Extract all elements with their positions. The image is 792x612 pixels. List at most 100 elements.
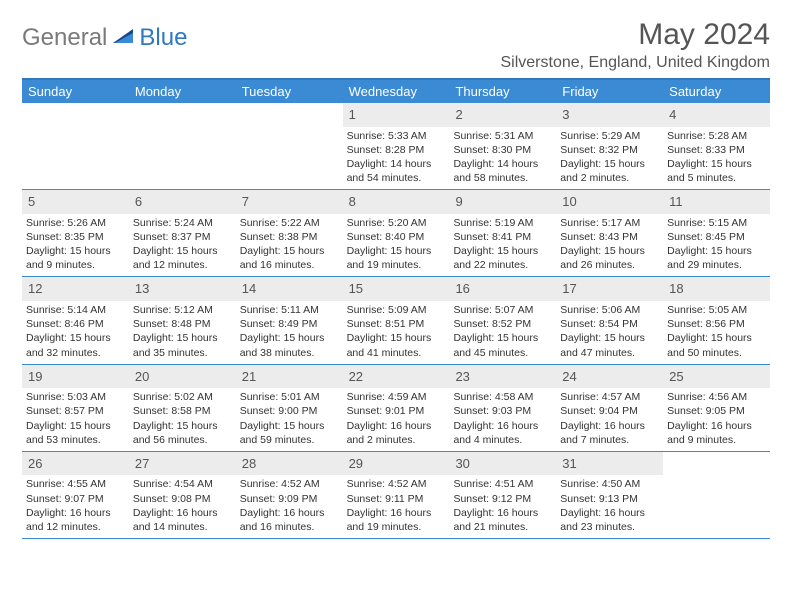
calendar-cell: 24Sunrise: 4:57 AMSunset: 9:04 PMDayligh… <box>556 365 663 451</box>
sunset-text: Sunset: 8:38 PM <box>240 230 339 244</box>
day-details: Sunrise: 5:20 AMSunset: 8:40 PMDaylight:… <box>343 214 450 277</box>
day-details: Sunrise: 4:54 AMSunset: 9:08 PMDaylight:… <box>129 475 236 538</box>
day-header-cell: Wednesday <box>343 80 450 103</box>
day-number: 2 <box>449 103 556 127</box>
sunrise-text: Sunrise: 4:59 AM <box>347 390 446 404</box>
daylight-text: Daylight: 15 hours and 26 minutes. <box>560 244 659 272</box>
calendar-cell: 5Sunrise: 5:26 AMSunset: 8:35 PMDaylight… <box>22 190 129 276</box>
sunset-text: Sunset: 9:12 PM <box>453 492 552 506</box>
daylight-text: Daylight: 15 hours and 50 minutes. <box>667 331 766 359</box>
sunrise-text: Sunrise: 5:06 AM <box>560 303 659 317</box>
sunrise-text: Sunrise: 5:02 AM <box>133 390 232 404</box>
sunset-text: Sunset: 9:11 PM <box>347 492 446 506</box>
sunrise-text: Sunrise: 5:07 AM <box>453 303 552 317</box>
daylight-text: Daylight: 16 hours and 14 minutes. <box>133 506 232 534</box>
calendar-cell: 23Sunrise: 4:58 AMSunset: 9:03 PMDayligh… <box>449 365 556 451</box>
sunset-text: Sunset: 8:58 PM <box>133 404 232 418</box>
daylight-text: Daylight: 15 hours and 32 minutes. <box>26 331 125 359</box>
calendar-cell <box>129 103 236 189</box>
daylight-text: Daylight: 15 hours and 5 minutes. <box>667 157 766 185</box>
daylight-text: Daylight: 15 hours and 41 minutes. <box>347 331 446 359</box>
sunset-text: Sunset: 8:46 PM <box>26 317 125 331</box>
calendar-cell <box>663 452 770 538</box>
sunset-text: Sunset: 8:37 PM <box>133 230 232 244</box>
sunrise-text: Sunrise: 5:31 AM <box>453 129 552 143</box>
daylight-text: Daylight: 15 hours and 2 minutes. <box>560 157 659 185</box>
sunrise-text: Sunrise: 4:52 AM <box>240 477 339 491</box>
day-details: Sunrise: 4:55 AMSunset: 9:07 PMDaylight:… <box>22 475 129 538</box>
calendar-cell <box>236 103 343 189</box>
day-number: 17 <box>556 277 663 301</box>
day-number: 13 <box>129 277 236 301</box>
day-details: Sunrise: 5:28 AMSunset: 8:33 PMDaylight:… <box>663 127 770 190</box>
sunrise-text: Sunrise: 4:52 AM <box>347 477 446 491</box>
sunset-text: Sunset: 8:43 PM <box>560 230 659 244</box>
header: General Blue May 2024 Silverstone, Engla… <box>22 18 770 72</box>
daylight-text: Daylight: 15 hours and 29 minutes. <box>667 244 766 272</box>
sunrise-text: Sunrise: 5:14 AM <box>26 303 125 317</box>
sunrise-text: Sunrise: 5:29 AM <box>560 129 659 143</box>
sunset-text: Sunset: 8:32 PM <box>560 143 659 157</box>
day-details: Sunrise: 5:06 AMSunset: 8:54 PMDaylight:… <box>556 301 663 364</box>
sunrise-text: Sunrise: 5:09 AM <box>347 303 446 317</box>
daylight-text: Daylight: 15 hours and 56 minutes. <box>133 419 232 447</box>
sunrise-text: Sunrise: 4:51 AM <box>453 477 552 491</box>
day-number: 3 <box>556 103 663 127</box>
daylight-text: Daylight: 16 hours and 2 minutes. <box>347 419 446 447</box>
day-details: Sunrise: 5:11 AMSunset: 8:49 PMDaylight:… <box>236 301 343 364</box>
day-details: Sunrise: 5:01 AMSunset: 9:00 PMDaylight:… <box>236 388 343 451</box>
daylight-text: Daylight: 15 hours and 45 minutes. <box>453 331 552 359</box>
sunrise-text: Sunrise: 4:55 AM <box>26 477 125 491</box>
sunrise-text: Sunrise: 5:17 AM <box>560 216 659 230</box>
day-number: 6 <box>129 190 236 214</box>
daylight-text: Daylight: 16 hours and 23 minutes. <box>560 506 659 534</box>
day-header-cell: Saturday <box>663 80 770 103</box>
sunrise-text: Sunrise: 4:58 AM <box>453 390 552 404</box>
day-details: Sunrise: 4:58 AMSunset: 9:03 PMDaylight:… <box>449 388 556 451</box>
sunset-text: Sunset: 9:13 PM <box>560 492 659 506</box>
day-number: 11 <box>663 190 770 214</box>
day-details: Sunrise: 5:03 AMSunset: 8:57 PMDaylight:… <box>22 388 129 451</box>
day-number: 23 <box>449 365 556 389</box>
day-details: Sunrise: 5:17 AMSunset: 8:43 PMDaylight:… <box>556 214 663 277</box>
calendar-cell: 15Sunrise: 5:09 AMSunset: 8:51 PMDayligh… <box>343 277 450 363</box>
day-details: Sunrise: 4:56 AMSunset: 9:05 PMDaylight:… <box>663 388 770 451</box>
day-details: Sunrise: 5:29 AMSunset: 8:32 PMDaylight:… <box>556 127 663 190</box>
sunset-text: Sunset: 9:07 PM <box>26 492 125 506</box>
day-number: 5 <box>22 190 129 214</box>
calendar-cell: 4Sunrise: 5:28 AMSunset: 8:33 PMDaylight… <box>663 103 770 189</box>
day-details: Sunrise: 5:19 AMSunset: 8:41 PMDaylight:… <box>449 214 556 277</box>
calendar-cell: 17Sunrise: 5:06 AMSunset: 8:54 PMDayligh… <box>556 277 663 363</box>
sunset-text: Sunset: 9:08 PM <box>133 492 232 506</box>
sunrise-text: Sunrise: 5:28 AM <box>667 129 766 143</box>
calendar-cell: 10Sunrise: 5:17 AMSunset: 8:43 PMDayligh… <box>556 190 663 276</box>
day-details: Sunrise: 5:33 AMSunset: 8:28 PMDaylight:… <box>343 127 450 190</box>
sunrise-text: Sunrise: 4:50 AM <box>560 477 659 491</box>
location-text: Silverstone, England, United Kingdom <box>501 54 771 72</box>
sunset-text: Sunset: 8:56 PM <box>667 317 766 331</box>
day-header-cell: Thursday <box>449 80 556 103</box>
calendar-cell: 9Sunrise: 5:19 AMSunset: 8:41 PMDaylight… <box>449 190 556 276</box>
day-number: 19 <box>22 365 129 389</box>
day-number: 7 <box>236 190 343 214</box>
daylight-text: Daylight: 16 hours and 7 minutes. <box>560 419 659 447</box>
sunrise-text: Sunrise: 5:03 AM <box>26 390 125 404</box>
sunrise-text: Sunrise: 4:57 AM <box>560 390 659 404</box>
day-header-row: SundayMondayTuesdayWednesdayThursdayFrid… <box>22 80 770 103</box>
day-details: Sunrise: 5:12 AMSunset: 8:48 PMDaylight:… <box>129 301 236 364</box>
daylight-text: Daylight: 16 hours and 16 minutes. <box>240 506 339 534</box>
calendar-cell: 3Sunrise: 5:29 AMSunset: 8:32 PMDaylight… <box>556 103 663 189</box>
calendar-cell: 2Sunrise: 5:31 AMSunset: 8:30 PMDaylight… <box>449 103 556 189</box>
week-row: 26Sunrise: 4:55 AMSunset: 9:07 PMDayligh… <box>22 452 770 539</box>
calendar-cell: 12Sunrise: 5:14 AMSunset: 8:46 PMDayligh… <box>22 277 129 363</box>
sunrise-text: Sunrise: 5:19 AM <box>453 216 552 230</box>
day-header-cell: Sunday <box>22 80 129 103</box>
daylight-text: Daylight: 15 hours and 22 minutes. <box>453 244 552 272</box>
logo-text-blue: Blue <box>139 24 187 52</box>
sunset-text: Sunset: 8:48 PM <box>133 317 232 331</box>
sunrise-text: Sunrise: 5:20 AM <box>347 216 446 230</box>
calendar-cell: 22Sunrise: 4:59 AMSunset: 9:01 PMDayligh… <box>343 365 450 451</box>
day-number: 22 <box>343 365 450 389</box>
day-number: 20 <box>129 365 236 389</box>
daylight-text: Daylight: 15 hours and 47 minutes. <box>560 331 659 359</box>
